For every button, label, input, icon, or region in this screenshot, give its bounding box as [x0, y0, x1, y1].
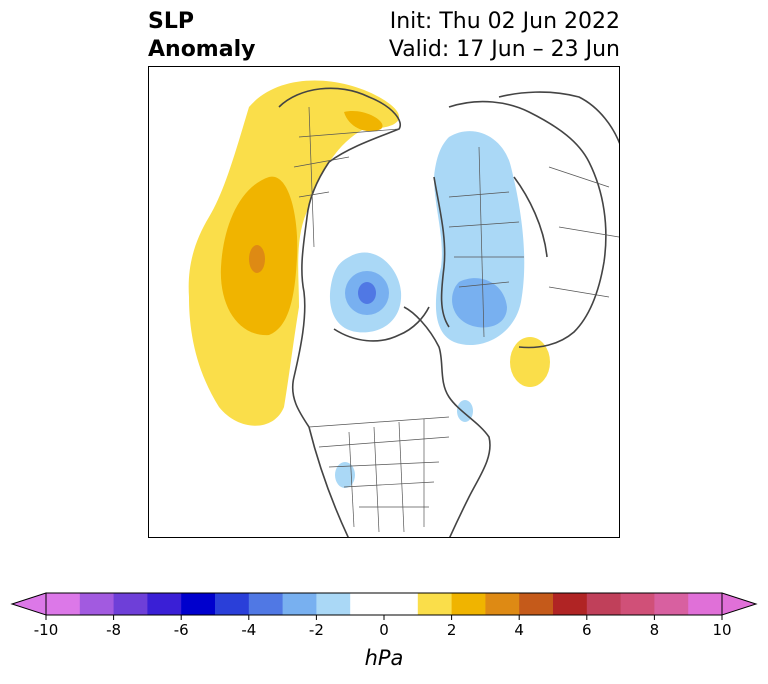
- colorbar: -10 -8 -6 -4 -2 0 2 4 6 8 10: [0, 580, 768, 680]
- colorbar-tick-label: -8: [106, 621, 121, 639]
- negative-anomaly-southwest: [335, 462, 355, 488]
- colorbar-svg: -10 -8 -6 -4 -2 0 2 4 6 8 10: [10, 592, 758, 639]
- colorbar-tick-label: 6: [582, 621, 592, 639]
- positive-anomaly-alaska-ridge: [344, 110, 383, 132]
- positive-anomaly-atlantic: [510, 337, 550, 387]
- colorbar-segment: [451, 593, 486, 615]
- country-borders: [293, 106, 619, 533]
- colorbar-segment: [485, 593, 520, 615]
- coastlines: [278, 87, 619, 537]
- init-date: Init: Thu 02 Jun 2022: [389, 9, 620, 34]
- colorbar-segment: [384, 593, 419, 615]
- colorbar-segment: [350, 593, 385, 615]
- colorbar-tick-label: 2: [447, 621, 457, 639]
- negative-anomaly-siberia-mid: [452, 278, 507, 328]
- colorbar-segment: [46, 593, 81, 615]
- colorbar-tick-label: -2: [309, 621, 324, 639]
- plot-title: SLP Anomaly: [148, 8, 255, 64]
- colorbar-tick-label: 0: [379, 621, 389, 639]
- colorbar-segments: [46, 593, 723, 615]
- title-line-2: Anomaly: [148, 37, 256, 62]
- colorbar-tick-label: 8: [650, 621, 660, 639]
- colorbar-segment: [586, 593, 622, 615]
- colorbar-segment: [688, 593, 723, 615]
- negative-anomaly-arctic-core: [358, 282, 376, 304]
- colorbar-segment: [181, 593, 216, 615]
- colorbar-segment: [417, 593, 453, 615]
- colorbar-segment: [147, 593, 182, 615]
- anomaly-map: [188, 80, 619, 537]
- colorbar-segment: [553, 593, 588, 615]
- valid-range: Valid: 17 Jun – 23 Jun: [388, 37, 620, 62]
- colorbar-segment: [316, 593, 351, 615]
- colorbar-unit-label: hPa: [364, 646, 404, 670]
- forecast-info: Init: Thu 02 Jun 2022 Valid: 17 Jun – 23…: [389, 8, 620, 64]
- colorbar-segment: [113, 593, 148, 615]
- colorbar-tick-label: -4: [241, 621, 256, 639]
- colorbar-tick-label: -6: [174, 621, 189, 639]
- colorbar-under-arrow: [10, 592, 47, 616]
- map-panel: [148, 66, 620, 538]
- colorbar-tick-label: 4: [514, 621, 524, 639]
- colorbar-ticks: -10 -8 -6 -4 -2 0 2 4 6 8 10: [34, 615, 732, 639]
- colorbar-segment: [282, 593, 317, 615]
- colorbar-segment: [620, 593, 655, 615]
- positive-anomaly-peak: [249, 245, 265, 273]
- colorbar-over-arrow: [721, 592, 758, 616]
- colorbar-segment: [248, 593, 284, 615]
- colorbar-segment: [654, 593, 689, 615]
- colorbar-tick-label: 10: [712, 621, 731, 639]
- title-line-1: SLP: [148, 9, 194, 34]
- colorbar-segment: [79, 593, 115, 615]
- colorbar-segment: [215, 593, 250, 615]
- colorbar-segment: [519, 593, 554, 615]
- colorbar-tick-label: -10: [34, 621, 59, 639]
